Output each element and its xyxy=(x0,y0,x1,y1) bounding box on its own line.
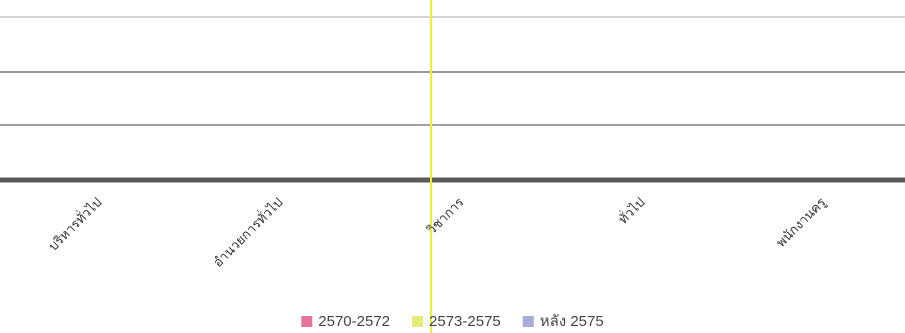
x-tick-label: พนักงานครู xyxy=(774,195,830,251)
x-tick-labels: บริหารทั่วไป อำนวยการทั่วไป วิชาการ ทั่วไปพ… xyxy=(45,194,830,271)
legend-item[interactable]: 2570-2572 xyxy=(301,313,390,330)
x-tick-label: บริหารทั่วไป xyxy=(45,194,106,255)
gridlines xyxy=(0,16,905,126)
legend-label: 2573-2575 xyxy=(429,313,501,330)
legend-item[interactable]: หลัง 2575 xyxy=(522,313,604,330)
legend-swatch xyxy=(412,316,424,327)
x-tick-label: อำนวยการทั่วไป xyxy=(209,194,286,271)
legend-swatch xyxy=(522,316,534,327)
legend-label: 2570-2572 xyxy=(318,313,390,330)
legend-swatch xyxy=(301,316,313,327)
legend-item[interactable]: 2573-2575 xyxy=(412,313,501,330)
legend: 2570-2572 2573-2575 หลัง 2575 xyxy=(301,313,604,330)
x-tick-label: ทั่วไป xyxy=(615,194,649,228)
legend-label: หลัง 2575 xyxy=(540,313,604,330)
